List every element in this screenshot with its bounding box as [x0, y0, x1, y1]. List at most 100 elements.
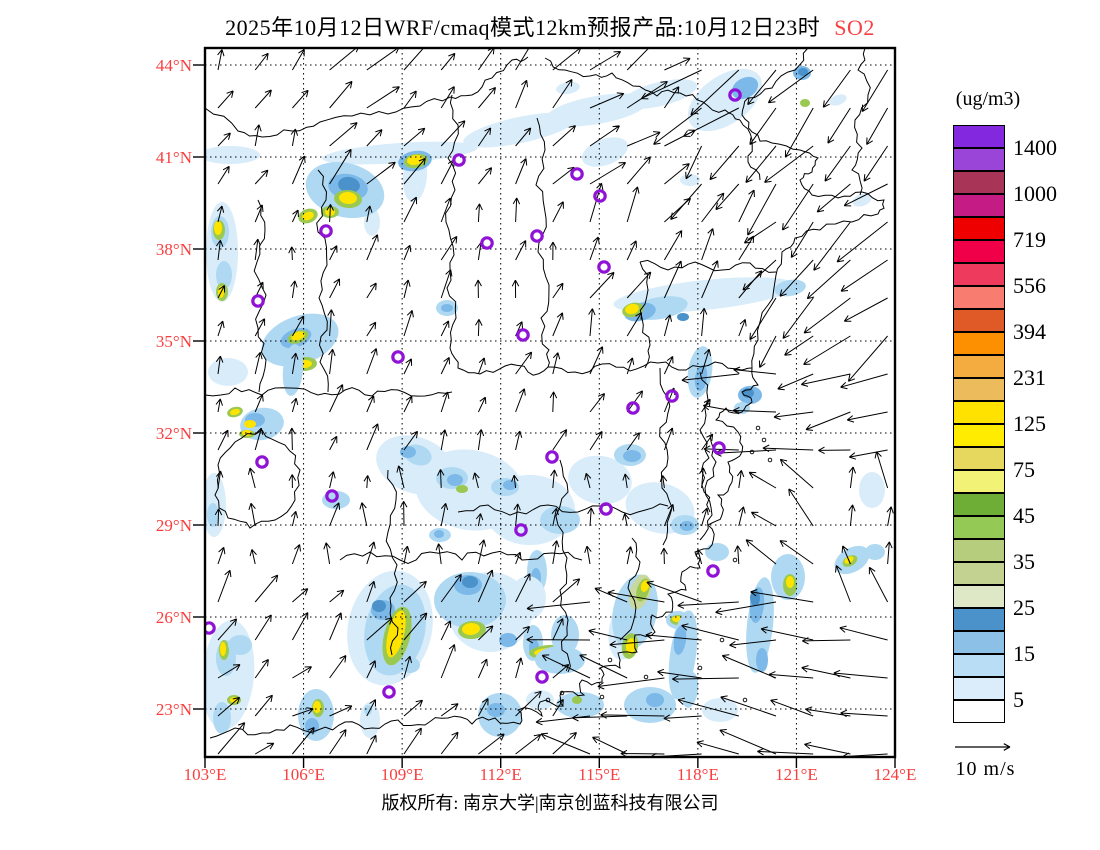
- wind-vector-arrow: [478, 167, 493, 185]
- wind-vector-arrow: [435, 543, 444, 565]
- wind-vector-arrow: [511, 474, 519, 489]
- legend-color-block: [953, 539, 1005, 562]
- wind-vector-arrow: [709, 145, 740, 181]
- legend-color-block: [953, 608, 1005, 631]
- wind-vector-arrow: [217, 320, 225, 337]
- island-outline: [697, 665, 703, 671]
- wind-vector-arrow: [840, 259, 888, 292]
- legend-color-block: [953, 677, 1005, 700]
- wind-vector-arrow: [552, 201, 564, 223]
- wind-vector-arrow: [626, 432, 640, 451]
- wind-vector-arrow: [541, 654, 591, 679]
- wind-vector-arrow: [216, 205, 225, 223]
- wind-vector-arrow: [749, 297, 777, 341]
- wind-vector-arrow: [440, 731, 459, 755]
- province-boundary: [385, 469, 399, 656]
- wind-vector-arrow: [403, 196, 418, 223]
- wind-vector-arrow: [750, 511, 777, 527]
- lat-tick-label: 29°N: [155, 516, 192, 535]
- wind-vector-arrow: [254, 169, 269, 185]
- wind-vector-arrow: [843, 183, 888, 207]
- wind-vector-arrow: [848, 466, 857, 489]
- wind-vector-arrow: [540, 732, 591, 755]
- wind-vector-arrow: [366, 617, 393, 641]
- wind-vector-arrow: [750, 589, 814, 603]
- wind-vector-arrow: [329, 705, 353, 717]
- wind-vector-arrow: [868, 566, 889, 603]
- wind-vector-arrow: [699, 307, 708, 337]
- wind-vector-arrow: [743, 221, 777, 244]
- island-outline: [749, 449, 755, 455]
- legend-color-block: [953, 654, 1005, 677]
- wind-vector-arrow: [403, 430, 418, 451]
- province-boundary: [547, 361, 753, 375]
- wind-vector-arrow: [839, 625, 888, 641]
- province-boundary: [699, 371, 711, 513]
- wind-vector-arrow: [663, 427, 674, 451]
- so2-concentration-blob: [364, 705, 372, 715]
- wind-vector-arrow: [515, 240, 527, 261]
- wind-vector-arrow: [403, 48, 425, 71]
- wind-vector-arrow: [476, 429, 485, 451]
- province-boundary: [253, 199, 267, 393]
- legend-color-block: [953, 470, 1005, 493]
- wind-vector-arrow: [477, 396, 487, 413]
- wind-vector-arrow: [291, 612, 309, 641]
- so2-concentration-blob: [535, 646, 585, 674]
- wind-vector-arrow: [515, 158, 528, 185]
- wind-vector-arrow: [254, 742, 275, 755]
- so2-concentration-blob: [798, 68, 808, 76]
- wind-vector-arrow: [579, 654, 628, 679]
- wind-vector-arrow: [589, 346, 604, 375]
- wind-vector-arrow: [738, 319, 747, 337]
- wind-vector-arrow: [217, 569, 232, 603]
- wind-vector-arrow: [515, 690, 542, 717]
- province-boundary: [555, 459, 571, 673]
- wind-vector-arrow: [589, 430, 603, 451]
- wind-vector-arrow: [804, 741, 851, 755]
- wind-vector-arrow: [515, 626, 530, 641]
- wind-vector-arrow: [366, 541, 376, 565]
- wind-vector-arrow: [329, 655, 347, 679]
- lat-tick-label: 41°N: [155, 148, 192, 167]
- province-boundary: [699, 434, 717, 541]
- wind-vector-arrow: [788, 488, 814, 527]
- so2-concentration-blob: [487, 703, 505, 717]
- wind-vector-arrow: [699, 467, 707, 489]
- wind-vector-arrow: [551, 507, 559, 527]
- wind-vector-arrow: [396, 465, 405, 489]
- wind-vector-arrow: [291, 48, 305, 71]
- city-marker: [480, 236, 494, 250]
- wind-vector-arrow: [550, 469, 558, 489]
- so2-concentration-blob: [447, 474, 463, 486]
- wind-vector-arrow: [827, 107, 851, 144]
- wind-vector-arrow: [552, 540, 560, 565]
- legend-value-label: 1400: [1013, 135, 1057, 160]
- island-outline: [607, 657, 613, 663]
- wind-vector-arrow: [440, 320, 450, 337]
- wind-vector-arrow: [478, 733, 505, 755]
- legend-color-block: [953, 424, 1005, 447]
- wind-vector-arrow: [478, 86, 496, 109]
- wind-vector-arrow: [622, 513, 630, 527]
- wind-vector-arrow: [818, 446, 851, 455]
- wind-vector-arrow: [329, 245, 338, 261]
- wind-vector-arrow: [626, 271, 652, 299]
- wind-vector-arrow: [292, 727, 315, 755]
- wind-vector-arrow: [782, 297, 814, 339]
- legend-value-label: 35: [1013, 549, 1035, 574]
- wind-vector-arrow: [329, 148, 352, 185]
- wind-vector-arrow: [843, 297, 888, 322]
- wind-vector-arrow: [291, 352, 299, 375]
- wind-vector-arrow: [327, 309, 335, 337]
- wind-vector-arrow: [329, 612, 343, 641]
- so2-concentration-blob: [756, 648, 768, 672]
- wind-vector-arrow: [217, 664, 241, 679]
- so2-concentration-blob: [865, 544, 885, 560]
- wind-vector-arrow: [719, 729, 777, 755]
- wind-vector-arrow: [366, 321, 377, 337]
- wind-vector-arrow: [440, 235, 458, 261]
- wind-vector-arrow: [685, 145, 703, 180]
- legend-color-block: [953, 171, 1005, 194]
- so2-concentration-blob: [800, 99, 810, 107]
